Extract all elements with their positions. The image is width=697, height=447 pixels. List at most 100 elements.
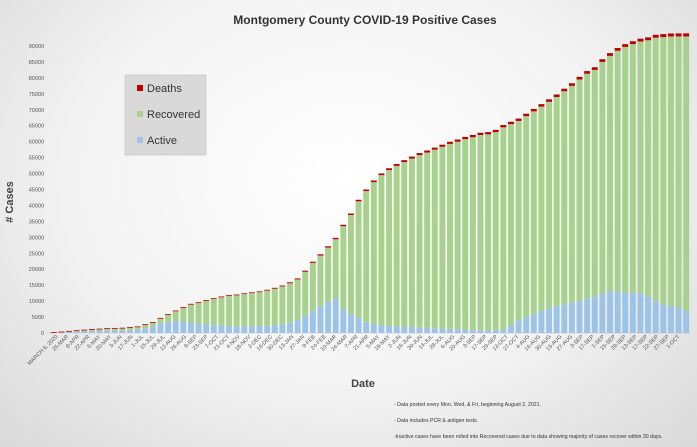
bar-recovered: [416, 155, 423, 328]
bar-active: [507, 325, 514, 333]
bar-active: [111, 330, 118, 333]
bar-recovered: [187, 304, 194, 323]
bar-recovered: [210, 298, 217, 325]
bar-recovered: [302, 271, 309, 316]
bar-recovered: [119, 328, 126, 331]
y-tick-label: 0: [41, 331, 44, 337]
bar-active: [660, 304, 667, 333]
bar-active: [264, 325, 271, 333]
bar-recovered: [332, 239, 339, 299]
y-tick-label: 10000: [29, 299, 44, 305]
bar-active: [485, 330, 492, 333]
bar-deaths: [355, 199, 362, 202]
bar-active: [591, 296, 598, 333]
bar-active: [134, 329, 141, 333]
bar-active: [523, 317, 530, 333]
bar-recovered: [568, 85, 575, 303]
legend-label-active: Active: [147, 135, 177, 147]
legend-swatch-recovered: [137, 111, 143, 117]
bar-recovered: [317, 255, 324, 306]
bar-recovered: [309, 262, 316, 311]
bar-recovered: [363, 191, 370, 322]
bar-deaths: [561, 88, 568, 92]
bar-active: [538, 310, 545, 333]
bar-recovered: [447, 143, 453, 329]
bar-recovered: [607, 55, 613, 291]
note-test-types: - Data includes PCR & antigen tests.: [394, 418, 479, 424]
bars: [50, 33, 690, 333]
bar-active: [241, 326, 248, 333]
bar-recovered: [454, 141, 461, 330]
bar-deaths: [210, 298, 217, 299]
bar-active: [142, 328, 149, 333]
bar-deaths: [523, 113, 530, 117]
legend-label-recovered: Recovered: [147, 109, 200, 121]
y-tick-label: 70000: [29, 108, 44, 114]
bar-deaths: [439, 144, 446, 147]
bar-deaths: [149, 322, 156, 323]
bar-deaths: [675, 33, 682, 37]
bar-active: [355, 317, 362, 333]
bar-active: [279, 324, 286, 333]
bar-deaths: [271, 287, 278, 289]
y-tick-label: 20000: [29, 267, 44, 273]
bar-active: [309, 310, 316, 333]
bar-deaths: [287, 282, 293, 284]
bar-recovered: [279, 286, 286, 325]
bar-deaths: [172, 310, 179, 312]
bar-deaths: [264, 289, 271, 291]
bar-deaths: [416, 153, 423, 156]
bar-recovered: [81, 330, 88, 332]
bar-recovered: [195, 303, 202, 324]
bar-deaths: [546, 99, 553, 102]
bar-recovered: [431, 149, 438, 329]
bar-recovered: [96, 329, 103, 331]
bar-deaths: [241, 293, 248, 295]
bar-active: [393, 326, 400, 333]
bar-deaths: [652, 34, 659, 38]
bar-active: [226, 325, 233, 333]
bar-active: [500, 329, 507, 333]
bar-recovered: [134, 327, 141, 330]
bar-active: [454, 329, 461, 333]
bar-active: [302, 315, 309, 333]
bar-deaths: [195, 302, 202, 304]
bar-active: [271, 325, 278, 333]
bar-deaths: [279, 285, 286, 287]
bar-recovered: [530, 111, 537, 314]
bar-active: [172, 320, 179, 333]
bar-active: [584, 298, 591, 333]
bar-deaths: [165, 314, 172, 315]
bar-active: [157, 323, 164, 333]
bar-recovered: [149, 322, 156, 327]
legend: Deaths Recovered Active: [124, 74, 207, 156]
y-tick-label: 80000: [29, 76, 44, 82]
bar-recovered: [271, 288, 278, 326]
bar-deaths: [607, 53, 613, 56]
bar-recovered: [408, 158, 415, 327]
bar-deaths: [370, 180, 377, 183]
bar-deaths: [386, 168, 393, 171]
y-axis-title: # Cases: [4, 181, 16, 223]
bar-recovered: [515, 120, 522, 321]
bar-recovered: [469, 137, 476, 331]
bar-recovered: [165, 314, 172, 322]
bar-active: [530, 313, 537, 333]
bar-deaths: [408, 156, 415, 159]
bar-active: [233, 326, 240, 333]
bar-recovered: [256, 292, 263, 326]
bar-active: [218, 325, 225, 333]
bar-deaths: [233, 294, 240, 296]
bar-recovered: [233, 295, 240, 327]
bar-active: [546, 308, 553, 333]
bar-active: [614, 291, 621, 333]
bar-recovered: [584, 73, 591, 299]
bar-deaths: [363, 189, 370, 192]
bar-deaths: [157, 317, 164, 319]
bar-active: [576, 301, 583, 333]
bar-deaths: [401, 160, 408, 163]
bar-deaths: [248, 292, 255, 294]
bar-active: [119, 330, 126, 333]
bar-recovered: [218, 297, 225, 326]
bar-deaths: [88, 329, 95, 330]
